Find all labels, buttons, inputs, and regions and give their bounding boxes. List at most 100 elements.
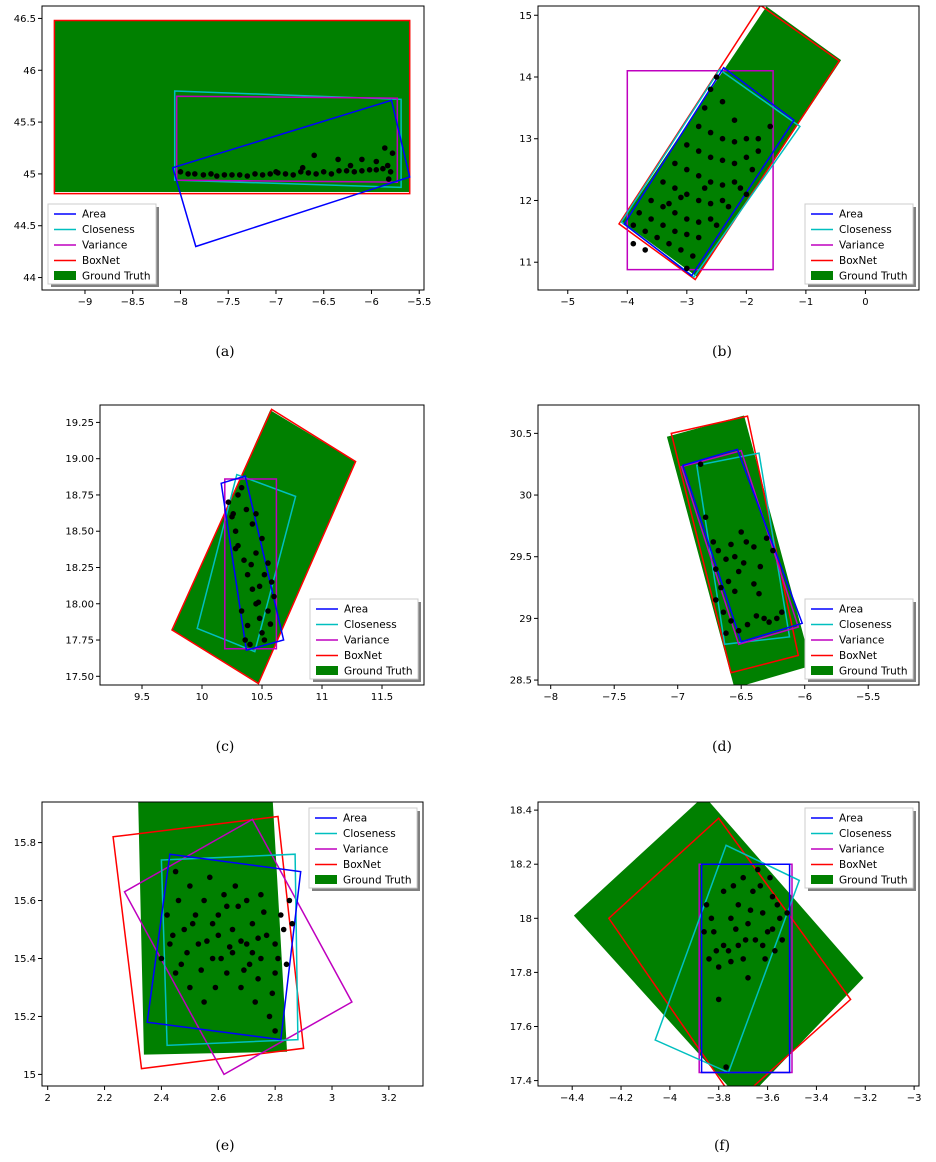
data-point [707, 86, 714, 93]
closeness-box [654, 844, 801, 1074]
data-point [702, 514, 709, 520]
data-point [742, 937, 749, 943]
data-point [725, 948, 732, 954]
legend: Area Closeness Variance BoxNet Ground Truth [804, 598, 916, 682]
data-point [695, 123, 702, 130]
x-tick-label: −7 [269, 297, 284, 308]
data-point [767, 874, 773, 881]
data-point [229, 926, 236, 933]
x-tick-label: 11 [316, 692, 329, 703]
x-tick-label: 2.4 [153, 1093, 169, 1104]
data-point [259, 535, 265, 542]
data-point [351, 169, 358, 175]
data-point [249, 521, 256, 527]
x-tick-label: −2 [739, 297, 754, 308]
data-point [258, 891, 264, 898]
data-point [225, 499, 232, 506]
data-point [201, 999, 207, 1005]
data-point [265, 608, 271, 614]
data-point [630, 222, 637, 228]
data-point [648, 216, 654, 222]
data-point [167, 941, 173, 947]
y-tick-label: 18.25 [65, 563, 94, 574]
data-point [711, 929, 717, 935]
data-point [185, 171, 191, 177]
data-point [244, 622, 251, 629]
y-tick-label: 28.5 [510, 676, 532, 687]
y-tick-label: 30 [519, 491, 532, 502]
data-point [198, 967, 204, 973]
data-point [177, 169, 184, 175]
data-point [175, 897, 182, 904]
x-tick-label: 2.6 [210, 1093, 226, 1104]
data-point [273, 169, 279, 175]
data-point [201, 897, 207, 904]
data-point [208, 171, 214, 177]
data-point [743, 135, 750, 142]
legend-label: Area [839, 604, 863, 616]
data-point [158, 955, 165, 962]
data-point [311, 152, 318, 159]
data-point [282, 171, 289, 177]
data-point [708, 915, 715, 922]
legend-label: BoxNet [343, 859, 381, 871]
legend-label: Area [343, 813, 367, 825]
data-point [382, 145, 388, 151]
data-point [256, 583, 263, 590]
data-point [761, 615, 767, 622]
data-point [735, 942, 742, 949]
data-point [243, 506, 250, 513]
data-point [695, 197, 702, 204]
data-point [672, 160, 678, 167]
data-point [336, 168, 342, 174]
closeness-box [160, 853, 299, 1047]
data-point [731, 160, 738, 167]
boxnet-box [171, 408, 357, 685]
plot-area [617, 6, 842, 281]
data-point [226, 944, 233, 950]
axes-frame [537, 404, 920, 686]
data-point [719, 98, 726, 105]
data-point [660, 179, 666, 185]
data-point [695, 148, 702, 154]
data-point [745, 975, 751, 981]
data-point [244, 571, 251, 578]
data-point [272, 1028, 278, 1034]
data-point [720, 888, 727, 895]
data-point [214, 173, 220, 179]
data-point [738, 529, 744, 535]
legend-box [47, 203, 157, 285]
legend-swatch [54, 271, 76, 280]
x-tick-label: −4 [620, 297, 635, 308]
data-point [636, 210, 642, 216]
data-point [745, 920, 751, 927]
data-point [209, 920, 216, 927]
data-point [757, 883, 764, 889]
data-point [366, 167, 373, 173]
axes-frame [537, 801, 920, 1087]
x-tick-label: −5 [560, 297, 575, 308]
legend: Area Closeness Variance BoxNet Ground Truth [309, 598, 421, 682]
y-tick-label: 13 [519, 134, 532, 145]
data-point [690, 253, 696, 259]
data-point [195, 941, 202, 947]
data-point [261, 571, 268, 578]
data-point [275, 955, 281, 962]
data-point [730, 883, 737, 889]
data-point [261, 909, 267, 915]
data-point [630, 240, 637, 247]
legend-label: BoxNet [839, 650, 877, 662]
data-point [743, 154, 750, 161]
y-tick-label: 17.8 [510, 968, 532, 979]
data-point [172, 868, 179, 875]
x-tick-label: −8 [543, 692, 558, 703]
legend-label: Closeness [82, 224, 135, 236]
y-tick-label: 18.2 [510, 860, 532, 871]
data-point [181, 926, 187, 933]
y-tick-label: 29 [519, 614, 532, 625]
data-point [732, 553, 738, 560]
data-point [710, 539, 717, 545]
data-point [373, 167, 380, 173]
data-point [672, 185, 678, 191]
